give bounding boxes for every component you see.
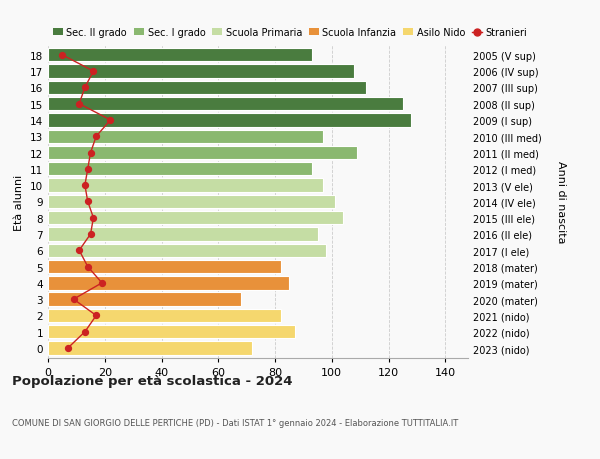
Bar — [48, 114, 411, 127]
Bar — [48, 212, 343, 225]
Bar — [48, 179, 323, 192]
Point — [74, 247, 84, 254]
Point — [69, 296, 79, 303]
Point — [83, 166, 92, 173]
Bar — [48, 309, 281, 322]
Bar — [48, 293, 241, 306]
Bar — [48, 228, 317, 241]
Point — [91, 312, 101, 319]
Point — [83, 263, 92, 271]
Point — [74, 101, 84, 108]
Point — [86, 150, 95, 157]
Bar — [48, 341, 253, 355]
Bar — [48, 277, 289, 290]
Point — [83, 198, 92, 206]
Point — [86, 231, 95, 238]
Bar — [48, 146, 358, 160]
Bar — [48, 82, 366, 95]
Y-axis label: Anni di nascita: Anni di nascita — [556, 161, 566, 243]
Text: COMUNE DI SAN GIORGIO DELLE PERTICHE (PD) - Dati ISTAT 1° gennaio 2024 - Elabora: COMUNE DI SAN GIORGIO DELLE PERTICHE (PD… — [12, 418, 458, 427]
Bar — [48, 49, 312, 62]
Point — [80, 182, 89, 190]
Point — [91, 133, 101, 140]
Bar — [48, 163, 312, 176]
Point — [97, 280, 107, 287]
Bar — [48, 325, 295, 339]
Legend: Sec. II grado, Sec. I grado, Scuola Primaria, Scuola Infanzia, Asilo Nido, Stran: Sec. II grado, Sec. I grado, Scuola Prim… — [53, 28, 527, 38]
Point — [58, 52, 67, 59]
Point — [89, 214, 98, 222]
Bar — [48, 65, 355, 78]
Point — [80, 328, 89, 336]
Y-axis label: Età alunni: Età alunni — [14, 174, 25, 230]
Point — [89, 68, 98, 76]
Bar — [48, 195, 335, 209]
Bar — [48, 244, 326, 257]
Point — [80, 84, 89, 92]
Bar — [48, 130, 323, 144]
Point — [106, 117, 115, 124]
Bar — [48, 260, 281, 274]
Text: Popolazione per età scolastica - 2024: Popolazione per età scolastica - 2024 — [12, 374, 293, 387]
Point — [63, 345, 73, 352]
Bar — [48, 98, 403, 111]
